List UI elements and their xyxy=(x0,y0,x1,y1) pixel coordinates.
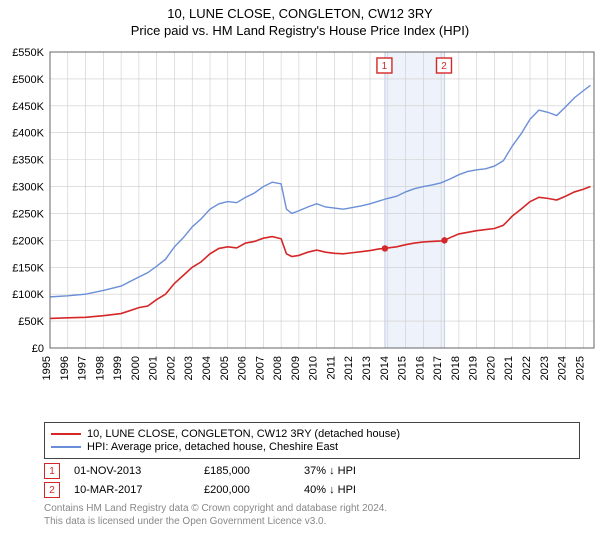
svg-text:2024: 2024 xyxy=(557,356,569,380)
chart-title-sub: Price paid vs. HM Land Registry's House … xyxy=(0,23,600,38)
svg-text:£450K: £450K xyxy=(12,101,44,113)
svg-text:1995: 1995 xyxy=(41,356,53,380)
svg-text:£150K: £150K xyxy=(12,262,44,274)
legend-label: 10, LUNE CLOSE, CONGLETON, CW12 3RY (det… xyxy=(87,428,400,440)
svg-text:2012: 2012 xyxy=(343,356,355,380)
svg-text:2013: 2013 xyxy=(361,356,373,380)
svg-text:2001: 2001 xyxy=(148,356,160,380)
svg-text:2006: 2006 xyxy=(237,356,249,380)
svg-text:2000: 2000 xyxy=(130,356,142,380)
svg-text:£200K: £200K xyxy=(12,235,44,247)
svg-text:2015: 2015 xyxy=(397,356,409,380)
legend-item-hpi: HPI: Average price, detached house, Ches… xyxy=(51,441,573,453)
svg-text:2016: 2016 xyxy=(414,356,426,380)
svg-text:2002: 2002 xyxy=(165,356,177,380)
svg-text:1997: 1997 xyxy=(77,356,89,380)
svg-text:£350K: £350K xyxy=(12,155,44,167)
svg-text:2011: 2011 xyxy=(325,356,337,380)
svg-text:£500K: £500K xyxy=(12,74,44,86)
svg-text:2022: 2022 xyxy=(521,356,533,380)
svg-text:2010: 2010 xyxy=(308,356,320,380)
svg-text:1999: 1999 xyxy=(112,356,124,380)
sales-table: 1 01-NOV-2013 £185,000 37% ↓ HPI 2 10-MA… xyxy=(44,463,600,498)
svg-text:2017: 2017 xyxy=(432,356,444,380)
svg-text:2025: 2025 xyxy=(574,356,586,380)
svg-text:£50K: £50K xyxy=(18,316,44,328)
legend-label: HPI: Average price, detached house, Ches… xyxy=(87,441,338,453)
svg-text:2023: 2023 xyxy=(539,356,551,380)
svg-text:£100K: £100K xyxy=(12,289,44,301)
svg-text:£300K: £300K xyxy=(12,182,44,194)
chart-title-main: 10, LUNE CLOSE, CONGLETON, CW12 3RY xyxy=(0,6,600,21)
svg-text:2019: 2019 xyxy=(468,356,480,380)
svg-text:2003: 2003 xyxy=(183,356,195,380)
svg-text:£0: £0 xyxy=(32,343,44,355)
svg-text:1998: 1998 xyxy=(94,356,106,380)
svg-text:2021: 2021 xyxy=(503,356,515,380)
legend: 10, LUNE CLOSE, CONGLETON, CW12 3RY (det… xyxy=(44,422,580,459)
svg-text:2005: 2005 xyxy=(219,356,231,380)
svg-text:1996: 1996 xyxy=(59,356,71,380)
sale-row-2: 2 10-MAR-2017 £200,000 40% ↓ HPI xyxy=(44,482,600,498)
svg-text:2020: 2020 xyxy=(485,356,497,380)
svg-text:£550K: £550K xyxy=(12,47,44,59)
svg-text:2008: 2008 xyxy=(272,356,284,380)
svg-text:£400K: £400K xyxy=(12,128,44,140)
footnote: Contains HM Land Registry data © Crown c… xyxy=(44,502,600,528)
legend-item-property: 10, LUNE CLOSE, CONGLETON, CW12 3RY (det… xyxy=(51,428,573,440)
svg-text:2009: 2009 xyxy=(290,356,302,380)
svg-text:£250K: £250K xyxy=(12,208,44,220)
sale-row-1: 1 01-NOV-2013 £185,000 37% ↓ HPI xyxy=(44,463,600,479)
price-chart: £0 £50K £100K £150K £200K £250K £300K £350K £400… xyxy=(0,46,600,416)
svg-text:2018: 2018 xyxy=(450,356,462,380)
svg-text:2014: 2014 xyxy=(379,356,391,380)
svg-text:2007: 2007 xyxy=(254,356,266,380)
svg-text:2004: 2004 xyxy=(201,356,213,380)
